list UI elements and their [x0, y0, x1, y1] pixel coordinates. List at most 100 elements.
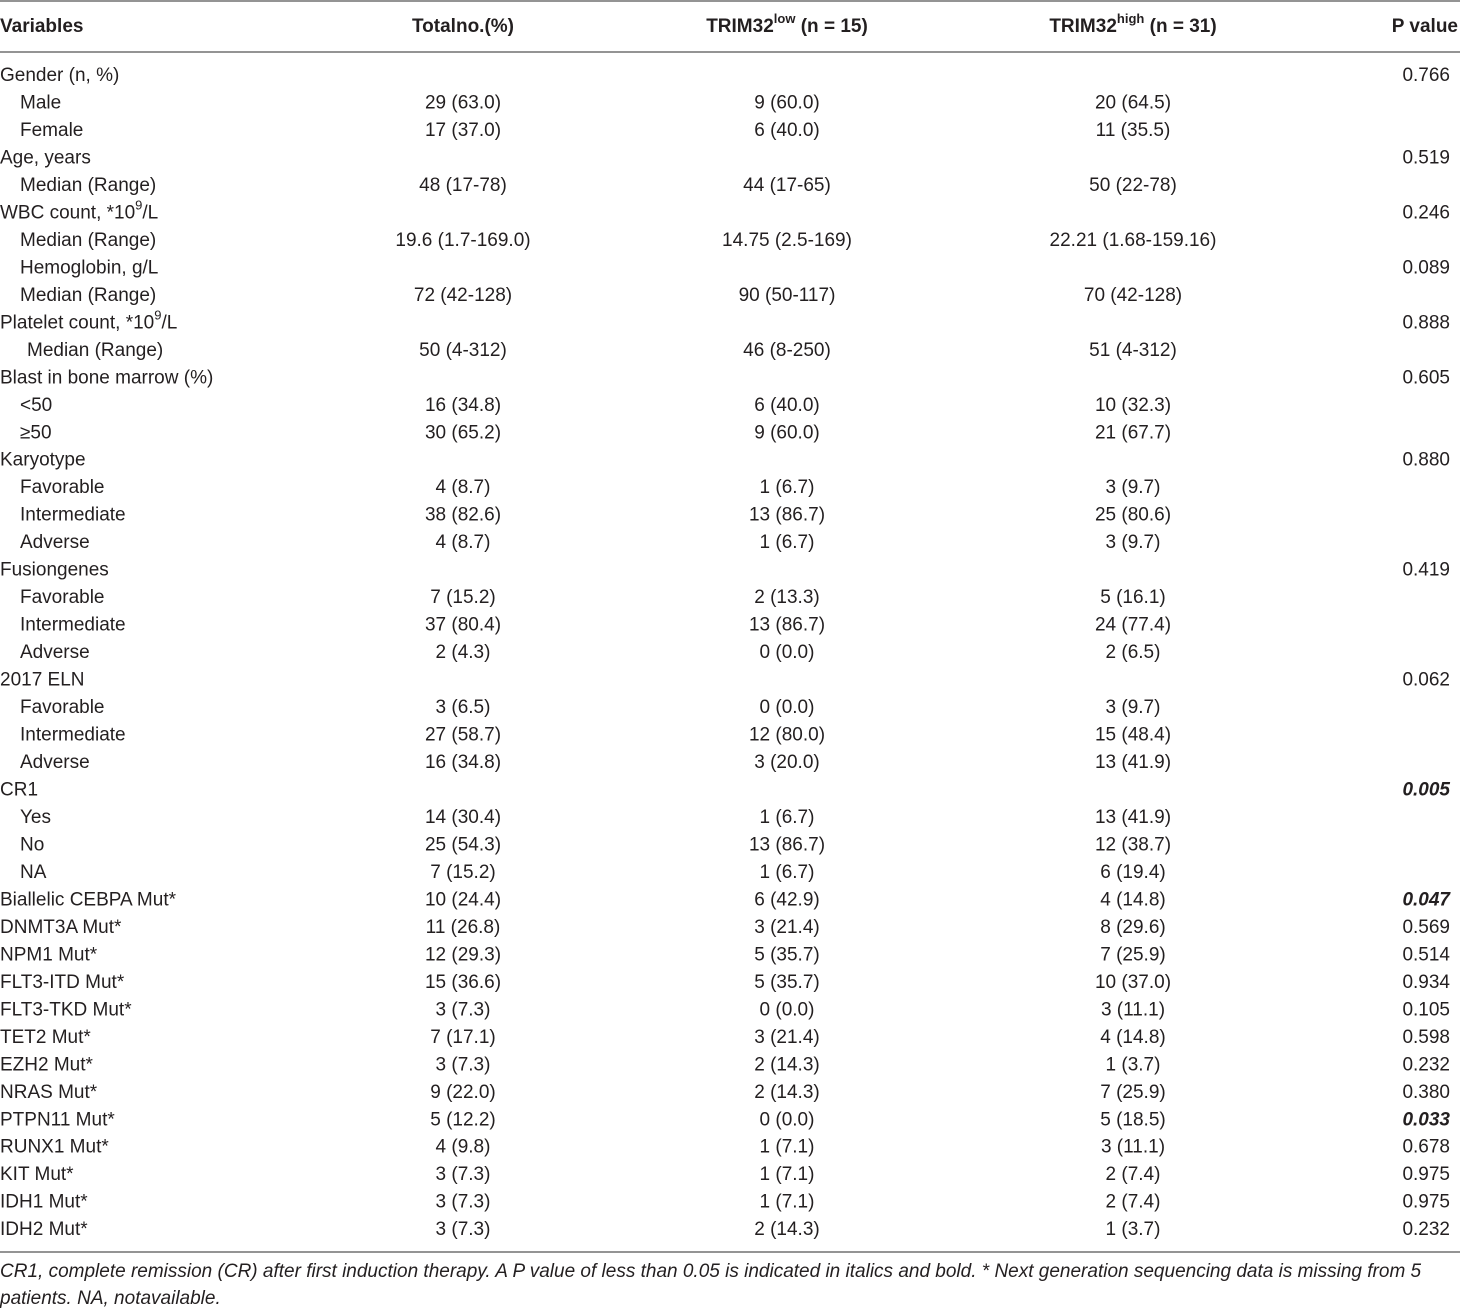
- cell: 1 (6.7): [760, 532, 815, 553]
- cell: 0 (0.0): [760, 999, 815, 1020]
- cell: 20 (64.5): [1095, 92, 1171, 113]
- cell: 7 (25.9): [1100, 1082, 1165, 1103]
- row-label: No: [20, 834, 44, 855]
- row-label: Favorable: [20, 477, 105, 498]
- cell: 10 (24.4): [425, 889, 501, 910]
- cell: 0.934: [1402, 972, 1450, 993]
- cell: 0.975: [1402, 1164, 1450, 1185]
- cell: 50 (22-78): [1089, 175, 1177, 196]
- cell: 3 (11.1): [1101, 999, 1165, 1020]
- cell: 10 (32.3): [1095, 395, 1171, 416]
- cell: 13 (41.9): [1095, 752, 1171, 773]
- row-label: Adverse: [20, 532, 90, 553]
- cell: 21 (67.7): [1095, 422, 1171, 443]
- cell: 3 (7.3): [436, 999, 491, 1020]
- row-label: Median (Range): [20, 175, 156, 196]
- cell: 27 (58.7): [425, 725, 501, 746]
- cell: 48 (17-78): [419, 175, 507, 196]
- cell: 3 (9.7): [1106, 477, 1161, 498]
- cell: 6 (19.4): [1100, 862, 1165, 883]
- cell: 0 (0.0): [760, 697, 815, 718]
- row-label: Favorable: [20, 587, 105, 608]
- cell: 0.880: [1402, 450, 1450, 471]
- cell: 0.605: [1402, 367, 1450, 388]
- cell: 5 (12.2): [430, 1109, 495, 1130]
- cell: 2 (4.3): [436, 642, 491, 663]
- row-label: Hemoglobin, g/L: [20, 257, 158, 278]
- row-label: Intermediate: [20, 505, 126, 526]
- cell: 0.232: [1402, 1219, 1450, 1240]
- cell: 13 (41.9): [1095, 807, 1171, 828]
- cell: 3 (6.5): [436, 697, 491, 718]
- cell: 9 (22.0): [430, 1082, 495, 1103]
- row-label: RUNX1 Mut*: [0, 1137, 109, 1158]
- row-label: Median (Range): [20, 285, 156, 306]
- header-cell: TRIM32high (n = 31): [1049, 11, 1216, 37]
- cell: 37 (80.4): [425, 615, 501, 636]
- cell: 25 (54.3): [425, 834, 501, 855]
- cell: 3 (9.7): [1106, 532, 1161, 553]
- cell: 5 (18.5): [1100, 1109, 1165, 1130]
- row-label: KIT Mut*: [0, 1164, 74, 1185]
- cell: 9 (60.0): [754, 92, 819, 113]
- row-label: Median (Range): [27, 340, 163, 361]
- cell: 3 (11.1): [1101, 1137, 1165, 1158]
- row-label: ≥50: [20, 422, 52, 443]
- cell: 0.888: [1402, 312, 1450, 333]
- text-part: (n = 31): [1144, 16, 1216, 37]
- row-label: FLT3-ITD Mut*: [0, 972, 125, 993]
- cell: 0 (0.0): [760, 1109, 815, 1130]
- cell: 0.419: [1402, 560, 1450, 581]
- row-label: Fusiongenes: [0, 560, 109, 581]
- row-label: PTPN11 Mut*: [0, 1109, 115, 1130]
- row-label: Male: [20, 92, 61, 113]
- cell: 15 (36.6): [425, 972, 501, 993]
- row-label: Karyotype: [0, 450, 86, 471]
- cell: 3 (7.3): [436, 1219, 491, 1240]
- row-label: IDH2 Mut*: [0, 1219, 88, 1240]
- cell: 2 (7.4): [1106, 1192, 1161, 1213]
- cell: 7 (17.1): [430, 1027, 495, 1048]
- row-label: FLT3-TKD Mut*: [0, 999, 132, 1020]
- table: Variables Totalno.(%) TRIM32low (n = 15) TR…: [0, 0, 1460, 1253]
- text-part: /L: [161, 312, 177, 333]
- cell: 29 (63.0): [425, 92, 501, 113]
- cell: 4 (14.8): [1100, 1027, 1165, 1048]
- cell: 9 (60.0): [754, 422, 819, 443]
- cell: 1 (7.1): [760, 1137, 815, 1158]
- row-label: IDH1 Mut*: [0, 1192, 88, 1213]
- cell: 30 (65.2): [425, 422, 501, 443]
- cell: 14 (30.4): [425, 807, 501, 828]
- cell: 2 (13.3): [754, 587, 819, 608]
- text-part: TRIM32: [1049, 16, 1117, 37]
- row-label: NA: [20, 862, 47, 883]
- cell: 7 (15.2): [430, 587, 495, 608]
- cell: 6 (42.9): [754, 889, 819, 910]
- cell: 22.21 (1.68-159.16): [1050, 230, 1217, 251]
- row-label: Favorable: [20, 697, 105, 718]
- cell: 2 (6.5): [1106, 642, 1161, 663]
- cell: 0.598: [1402, 1027, 1450, 1048]
- text-part: (n = 15): [795, 16, 867, 37]
- cell: 16 (34.8): [425, 395, 501, 416]
- row-label: Biallelic CEBPA Mut*: [0, 889, 177, 910]
- cell: 5 (16.1): [1100, 587, 1165, 608]
- cell: 2 (7.4): [1106, 1164, 1161, 1185]
- row-label: EZH2 Mut*: [0, 1054, 94, 1075]
- superscript: 9: [154, 308, 161, 323]
- row-label: Adverse: [20, 642, 90, 663]
- cell: 0 (0.0): [760, 642, 815, 663]
- cell: 1 (3.7): [1106, 1054, 1161, 1075]
- header-cell: Variables: [0, 16, 83, 37]
- row-label: Blast in bone marrow (%): [0, 367, 213, 388]
- cell: 10 (37.0): [1095, 972, 1171, 993]
- header-cell: TRIM32low (n = 15): [706, 11, 868, 37]
- row-label: TET2 Mut*: [0, 1027, 91, 1048]
- cell: 0.047: [1402, 889, 1451, 910]
- row-label: NRAS Mut*: [0, 1082, 98, 1103]
- cell: 5 (35.7): [754, 972, 819, 993]
- text-part: /L: [142, 202, 158, 223]
- superscript: high: [1117, 11, 1144, 26]
- cell: 0.975: [1402, 1192, 1450, 1213]
- cell: 19.6 (1.7-169.0): [395, 230, 530, 251]
